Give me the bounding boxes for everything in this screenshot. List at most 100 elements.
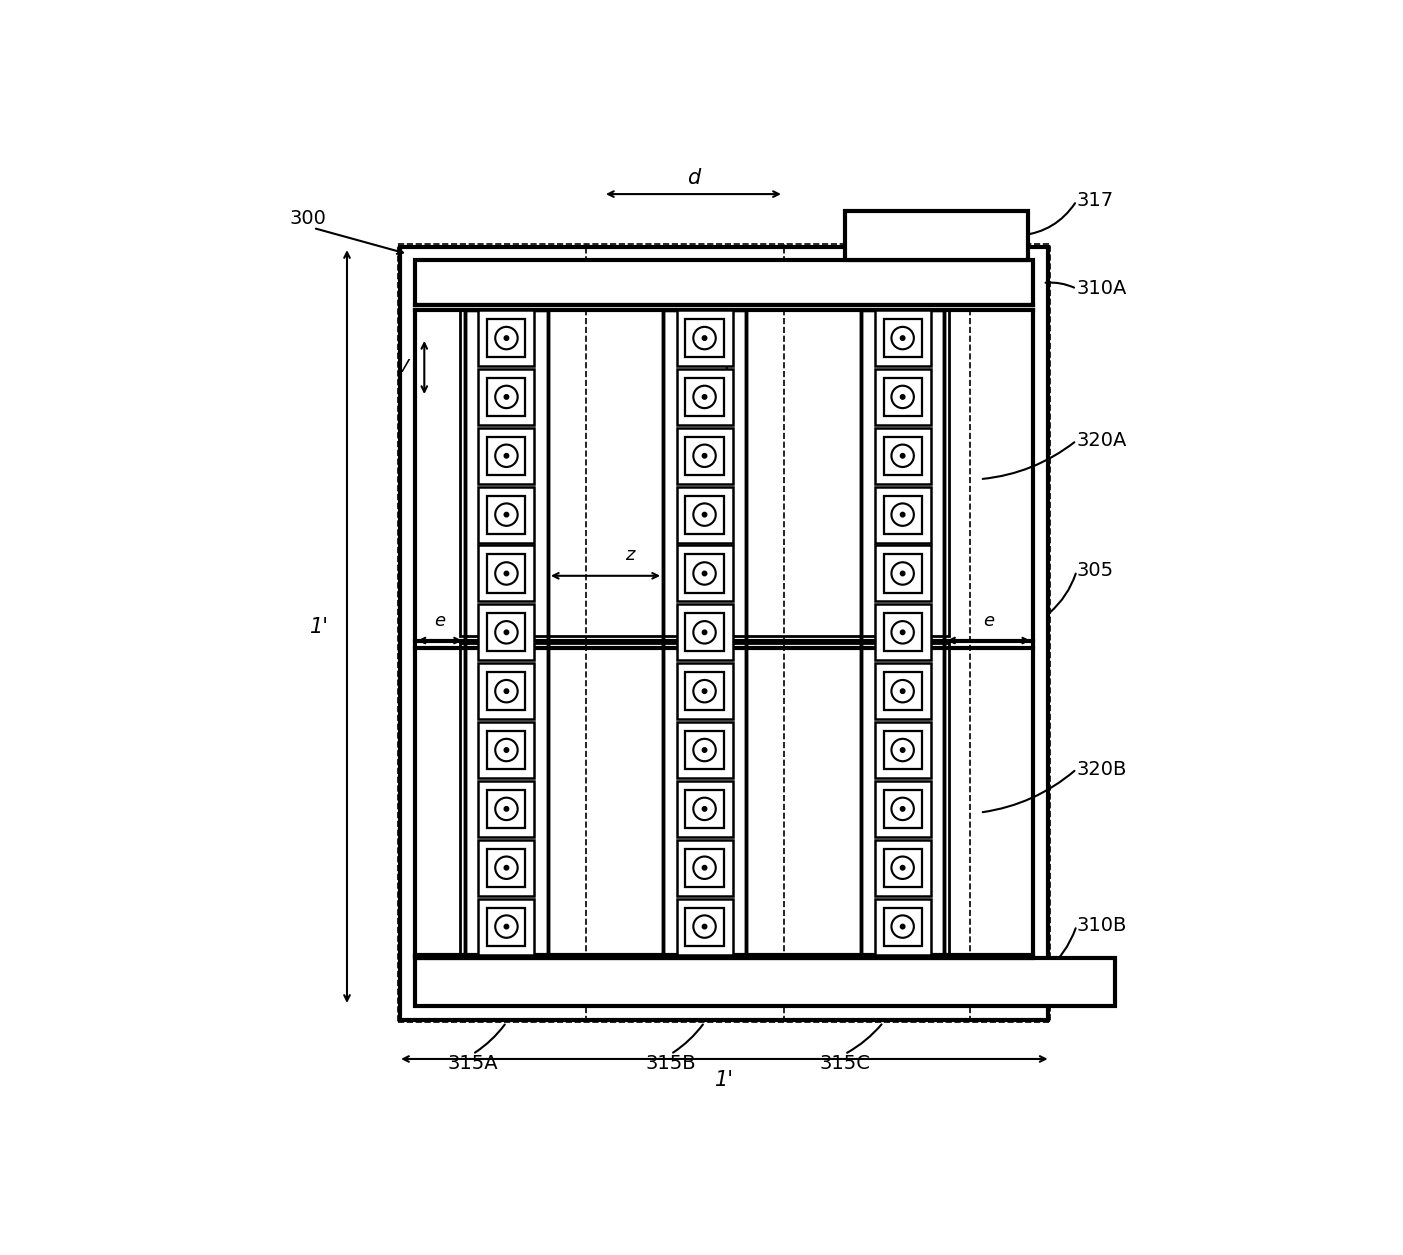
Bar — [686, 730, 724, 769]
Text: 320A: 320A — [1076, 430, 1127, 451]
Text: 1': 1' — [310, 616, 330, 636]
Bar — [686, 555, 724, 592]
Circle shape — [901, 807, 905, 811]
Text: 1': 1' — [716, 1071, 734, 1091]
Circle shape — [504, 453, 509, 458]
Bar — [478, 487, 535, 542]
Circle shape — [703, 630, 707, 635]
Bar — [478, 899, 535, 955]
Circle shape — [703, 689, 707, 694]
Circle shape — [703, 453, 707, 458]
Bar — [874, 781, 930, 837]
Bar — [415, 260, 1033, 305]
Circle shape — [703, 925, 707, 929]
Bar — [874, 310, 930, 366]
Bar — [676, 369, 732, 425]
Circle shape — [901, 689, 905, 694]
Text: 317: 317 — [1076, 191, 1114, 211]
Bar — [874, 546, 930, 601]
Circle shape — [901, 748, 905, 752]
Bar — [686, 437, 724, 474]
Circle shape — [504, 571, 509, 576]
Circle shape — [703, 512, 707, 517]
Bar — [478, 722, 535, 778]
Bar — [676, 428, 732, 483]
Bar — [478, 369, 535, 425]
Bar — [884, 789, 922, 828]
Bar — [676, 840, 732, 896]
Bar — [884, 907, 922, 945]
Bar — [478, 840, 535, 896]
Bar — [478, 310, 535, 366]
Bar — [874, 369, 930, 425]
Circle shape — [504, 512, 509, 517]
Circle shape — [901, 925, 905, 929]
Bar — [478, 605, 535, 660]
Bar — [487, 614, 526, 651]
Bar — [686, 378, 724, 415]
Bar — [884, 555, 922, 592]
Bar — [478, 428, 535, 483]
Bar — [487, 555, 526, 592]
Text: 300: 300 — [289, 208, 325, 227]
Text: V: V — [397, 359, 410, 376]
Bar — [487, 319, 526, 358]
Bar — [686, 789, 724, 828]
Bar — [884, 319, 922, 358]
Bar — [874, 840, 930, 896]
Bar — [874, 428, 930, 483]
Bar — [487, 673, 526, 710]
Bar — [487, 496, 526, 533]
Bar — [664, 310, 746, 955]
Bar — [676, 781, 732, 837]
Bar — [884, 730, 922, 769]
Circle shape — [504, 807, 509, 811]
Circle shape — [901, 866, 905, 870]
Bar — [686, 614, 724, 651]
Bar — [676, 310, 732, 366]
Bar — [884, 437, 922, 474]
Circle shape — [504, 748, 509, 752]
Bar — [676, 663, 732, 719]
Bar — [686, 848, 724, 887]
Text: V: V — [703, 350, 716, 369]
Circle shape — [504, 925, 509, 929]
Bar — [460, 310, 948, 636]
Bar — [398, 245, 1051, 1023]
Bar — [686, 319, 724, 358]
Circle shape — [901, 336, 905, 340]
Circle shape — [703, 748, 707, 752]
Bar — [884, 673, 922, 710]
Circle shape — [901, 394, 905, 399]
Bar — [415, 958, 1115, 1005]
Circle shape — [703, 394, 707, 399]
Text: e: e — [434, 612, 445, 630]
Bar — [487, 730, 526, 769]
Bar — [845, 212, 1028, 260]
Bar — [676, 546, 732, 601]
Bar — [400, 247, 1048, 1020]
Circle shape — [504, 630, 509, 635]
Bar — [861, 310, 944, 955]
Bar — [487, 437, 526, 474]
Bar — [884, 614, 922, 651]
Bar — [478, 546, 535, 601]
Text: 320B: 320B — [1076, 759, 1127, 778]
Circle shape — [901, 630, 905, 635]
Bar — [874, 722, 930, 778]
Bar — [884, 378, 922, 415]
Text: d: d — [687, 168, 700, 188]
Bar — [487, 378, 526, 415]
Circle shape — [504, 394, 509, 399]
Bar — [884, 496, 922, 533]
Text: e: e — [984, 612, 995, 630]
Bar — [686, 496, 724, 533]
Bar — [884, 848, 922, 887]
Bar — [686, 907, 724, 945]
Circle shape — [703, 866, 707, 870]
Bar — [676, 722, 732, 778]
Bar — [676, 605, 732, 660]
Circle shape — [901, 571, 905, 576]
Bar — [676, 899, 732, 955]
Circle shape — [504, 336, 509, 340]
